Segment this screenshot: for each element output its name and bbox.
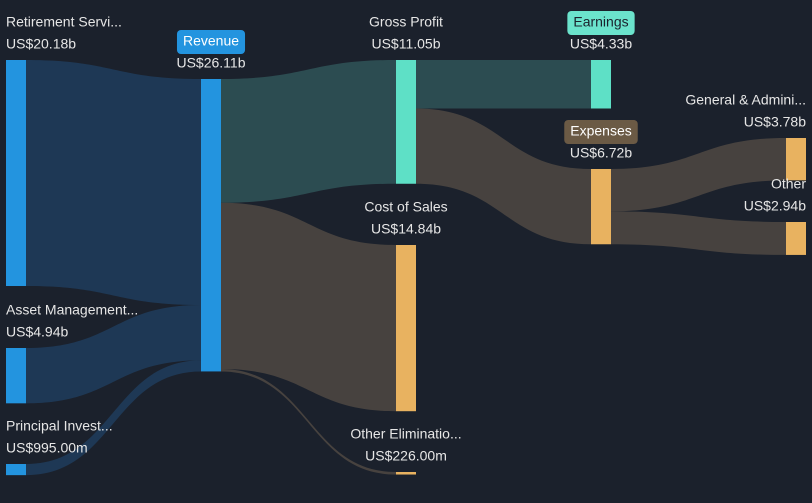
node-name: Other Eliminatio...: [350, 426, 461, 442]
flow: [611, 211, 786, 255]
node: [786, 222, 806, 255]
node-value: US$4.33b: [570, 36, 632, 52]
node: [591, 169, 611, 245]
node-name: Asset Management...: [6, 302, 138, 318]
node-value: US$26.11b: [176, 55, 245, 71]
pill-bg: [564, 120, 638, 144]
node: [6, 60, 26, 287]
node-value: US$995.00m: [6, 440, 88, 456]
node-value: US$6.72b: [570, 145, 632, 161]
node-pill: Earnings: [567, 11, 635, 35]
node: [786, 138, 806, 181]
flow: [416, 60, 591, 109]
node-value: US$2.94b: [744, 198, 806, 214]
node-pill: Expenses: [564, 120, 638, 144]
node-value: US$226.00m: [365, 448, 447, 464]
node-name: Expenses: [570, 123, 631, 139]
flow: [221, 368, 396, 475]
node: [591, 60, 611, 109]
node-value: US$11.05b: [371, 36, 440, 52]
node: [396, 245, 416, 412]
nodes: Retirement Servi... US$20.18b Asset Manage…: [6, 11, 806, 476]
node-name: General & Admini...: [685, 92, 806, 108]
flow: [611, 138, 786, 212]
flow: [26, 360, 201, 476]
node-name: Other: [771, 176, 806, 192]
flow: [221, 202, 396, 412]
node: [396, 60, 416, 184]
flow: [221, 60, 396, 203]
pill-bg: [176, 30, 246, 54]
node-name: Gross Profit: [369, 14, 443, 30]
node-value: US$4.94b: [6, 324, 68, 340]
node: [6, 464, 26, 476]
node-name: Retirement Servi...: [6, 14, 122, 30]
node-name: Cost of Sales: [364, 199, 447, 215]
flow: [26, 60, 201, 306]
flow: [416, 108, 591, 245]
node-value: US$20.18b: [6, 36, 76, 52]
node-name: Principal Invest...: [6, 418, 113, 434]
node-pill: Revenue: [176, 30, 246, 54]
node: [201, 79, 221, 372]
node: [6, 348, 26, 404]
pill-bg: [567, 11, 635, 35]
node-value: US$3.78b: [744, 114, 806, 130]
node-name: Revenue: [183, 33, 239, 49]
node-name: Earnings: [573, 14, 628, 30]
links: [26, 60, 786, 476]
flow: [26, 305, 201, 404]
node-value: US$14.84b: [371, 221, 441, 237]
node: [396, 472, 416, 475]
